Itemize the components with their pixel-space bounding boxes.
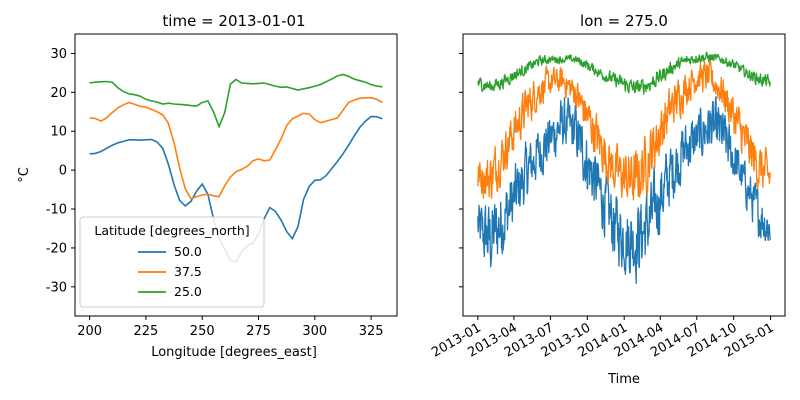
x-tick-label-left: 275 (246, 324, 271, 339)
y-ticks-left: -30 -20 -10 0 10 20 30 (46, 47, 75, 295)
legend-label-50-0: 50.0 (174, 244, 202, 259)
legend: Latitude [degrees_north] 50.0 37.5 25.0 (79, 216, 265, 308)
series-line-time-lat-37-5 (477, 59, 771, 201)
legend-label-37-5: 37.5 (174, 264, 202, 279)
panel-title-left: time = 2013-01-01 (162, 12, 305, 30)
series-line-lat-37-5 (89, 97, 383, 200)
y-tick-label-left: 20 (50, 86, 67, 101)
legend-label-25-0: 25.0 (174, 284, 202, 299)
x-axis-label-right: Time (607, 372, 640, 387)
x-tick-label-left: 225 (134, 324, 159, 339)
y-tick-label-left: -30 (46, 280, 67, 295)
panel-title-right: lon = 275.0 (580, 12, 668, 30)
legend-box (79, 216, 265, 308)
y-axis-label-left: °C (17, 167, 32, 183)
x-tick-label-left: 300 (302, 324, 327, 339)
y-tick-label-left: 0 (59, 164, 67, 179)
y-tick-label-left: 30 (50, 47, 67, 62)
y-ticks-right (459, 52, 463, 288)
series-line-time-lat-25-0 (477, 51, 771, 95)
series-line-lat-25-0 (89, 73, 383, 129)
y-tick-label-left: -20 (46, 241, 67, 256)
legend-title: Latitude [degrees_north] (94, 223, 249, 238)
series-line-time-lat-50-0 (477, 96, 771, 285)
x-tick-label-left: 200 (77, 324, 102, 339)
plot-frame-left (74, 33, 398, 317)
x-tick-label-left: 325 (359, 324, 384, 339)
x-tick-label-left: 250 (190, 324, 215, 339)
panel-longitude: time = 2013-01-01 200 225 250 275 300 325 -30… (17, 12, 398, 360)
x-axis-label-left: Longitude [degrees_east] (151, 345, 317, 360)
x-ticks-left: 200 225 250 275 300 325 (77, 316, 384, 339)
y-tick-label-left: -10 (46, 203, 67, 218)
y-tick-label-left: 10 (50, 125, 67, 140)
series-lines-right (477, 51, 771, 285)
legend-items: 50.0 37.5 25.0 (138, 244, 202, 299)
